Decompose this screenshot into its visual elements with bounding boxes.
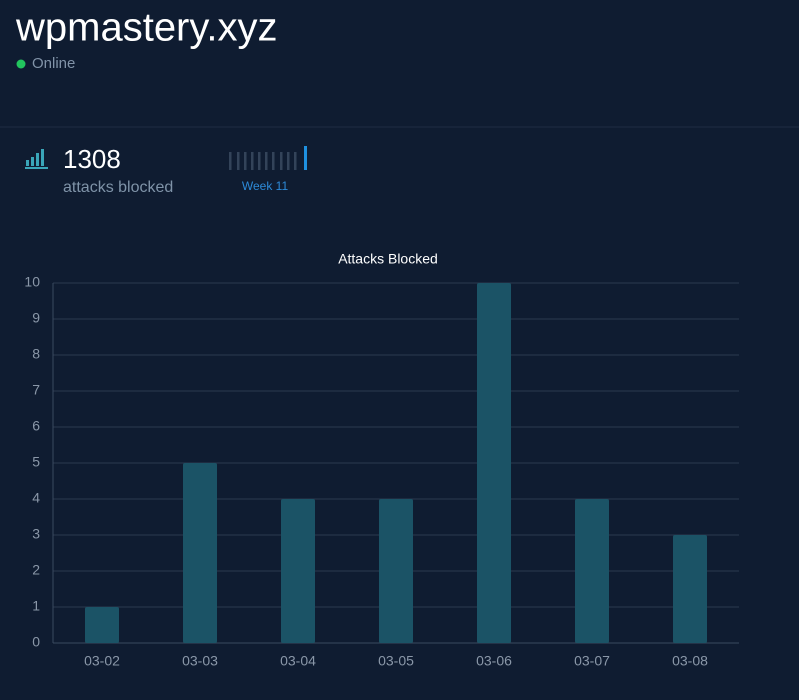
bar [281, 499, 315, 643]
y-tick-label: 9 [32, 310, 40, 326]
x-tick-label: 03-02 [84, 653, 120, 669]
y-tick-label: 4 [32, 490, 40, 506]
status-dot [16, 59, 26, 69]
y-tick-label: 1 [32, 598, 40, 614]
y-tick-label: 2 [32, 562, 40, 578]
chart-title: Attacks Blocked [338, 251, 438, 267]
y-tick-label: 6 [32, 418, 40, 434]
y-tick-label: 5 [32, 454, 40, 470]
x-tick-label: 03-07 [574, 653, 610, 669]
y-tick-label: 7 [32, 382, 40, 398]
bar [85, 607, 119, 643]
status-text: Online [32, 55, 75, 72]
week-label: Week 11 [242, 179, 289, 193]
y-tick-label: 8 [32, 346, 40, 362]
stats-icon [25, 149, 48, 169]
bar [673, 535, 707, 643]
y-tick-label: 3 [32, 526, 40, 542]
x-tick-label: 03-04 [280, 653, 316, 669]
x-tick-label: 03-08 [672, 653, 708, 669]
x-tick-label: 03-05 [378, 653, 414, 669]
site-title: wpmastery.xyz [15, 6, 278, 50]
stat-value: 1308 [63, 144, 121, 174]
x-tick-label: 03-03 [182, 653, 218, 669]
bar [183, 463, 217, 643]
bar [379, 499, 413, 643]
x-tick-label: 03-06 [476, 653, 512, 669]
plot: 0 1 2 3 4 5 6 7 8 9 10 03-02 03-03 03-04 03-05 03-06 03-… [24, 274, 739, 669]
bar [575, 499, 609, 643]
week-sparkline [229, 146, 307, 170]
stat-label: attacks blocked [63, 179, 173, 196]
y-tick-label: 10 [24, 274, 40, 290]
y-tick-label: 0 [32, 634, 40, 650]
bar [477, 283, 511, 643]
